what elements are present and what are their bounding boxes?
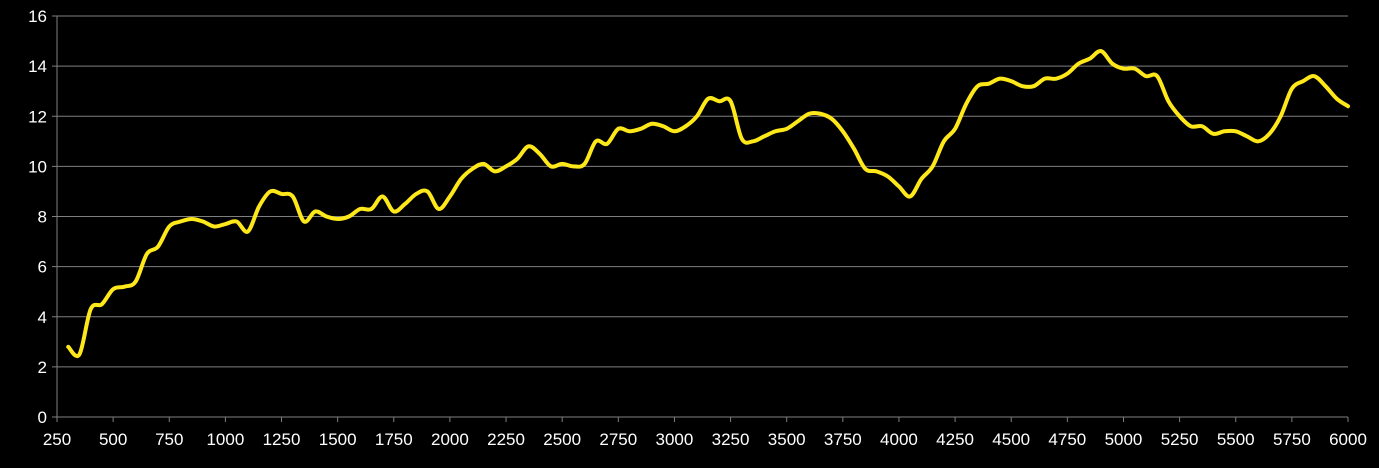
x-tick-label: 3750 [824, 430, 862, 449]
y-tick-label: 10 [28, 157, 47, 176]
y-tick-label: 6 [38, 258, 47, 277]
x-tick-label: 3250 [712, 430, 750, 449]
x-tick-label: 6000 [1329, 430, 1367, 449]
x-tick-label: 4250 [936, 430, 974, 449]
x-tick-label: 2250 [487, 430, 525, 449]
x-tick-label: 4000 [880, 430, 918, 449]
x-tick-label: 5750 [1273, 430, 1311, 449]
x-tick-label: 5500 [1217, 430, 1255, 449]
x-tick-label: 2000 [431, 430, 469, 449]
y-tick-label: 8 [38, 208, 47, 227]
x-tick-label: 5000 [1105, 430, 1143, 449]
x-tick-label: 750 [155, 430, 183, 449]
x-tick-label: 4500 [992, 430, 1030, 449]
y-tick-label: 16 [28, 7, 47, 26]
y-tick-label: 0 [38, 408, 47, 427]
x-tick-label: 1500 [319, 430, 357, 449]
y-tick-label: 12 [28, 107, 47, 126]
x-tick-label: 5250 [1161, 430, 1199, 449]
y-tick-label: 2 [38, 358, 47, 377]
x-tick-label: 1250 [263, 430, 301, 449]
x-tick-label: 3000 [656, 430, 694, 449]
gridlines [57, 15, 1348, 368]
x-tick-label: 4750 [1048, 430, 1086, 449]
x-tick-label: 1750 [375, 430, 413, 449]
series-line-0 [66, 49, 1350, 358]
x-tick-label: 2500 [543, 430, 581, 449]
x-tick-label: 1000 [206, 430, 244, 449]
y-tick-label: 14 [28, 57, 47, 76]
tick-labels: 0 2 4 6 8 10 12 14 16 250 500 750 1000 1250 1500 1750 20… [28, 7, 1367, 449]
axes [52, 15, 1349, 422]
x-tick-label: 2750 [599, 430, 637, 449]
y-tick-label: 4 [38, 308, 47, 327]
x-tick-label: 500 [99, 430, 127, 449]
series-layer [66, 49, 1350, 358]
x-tick-label: 250 [43, 430, 71, 449]
x-tick-label: 3500 [768, 430, 806, 449]
